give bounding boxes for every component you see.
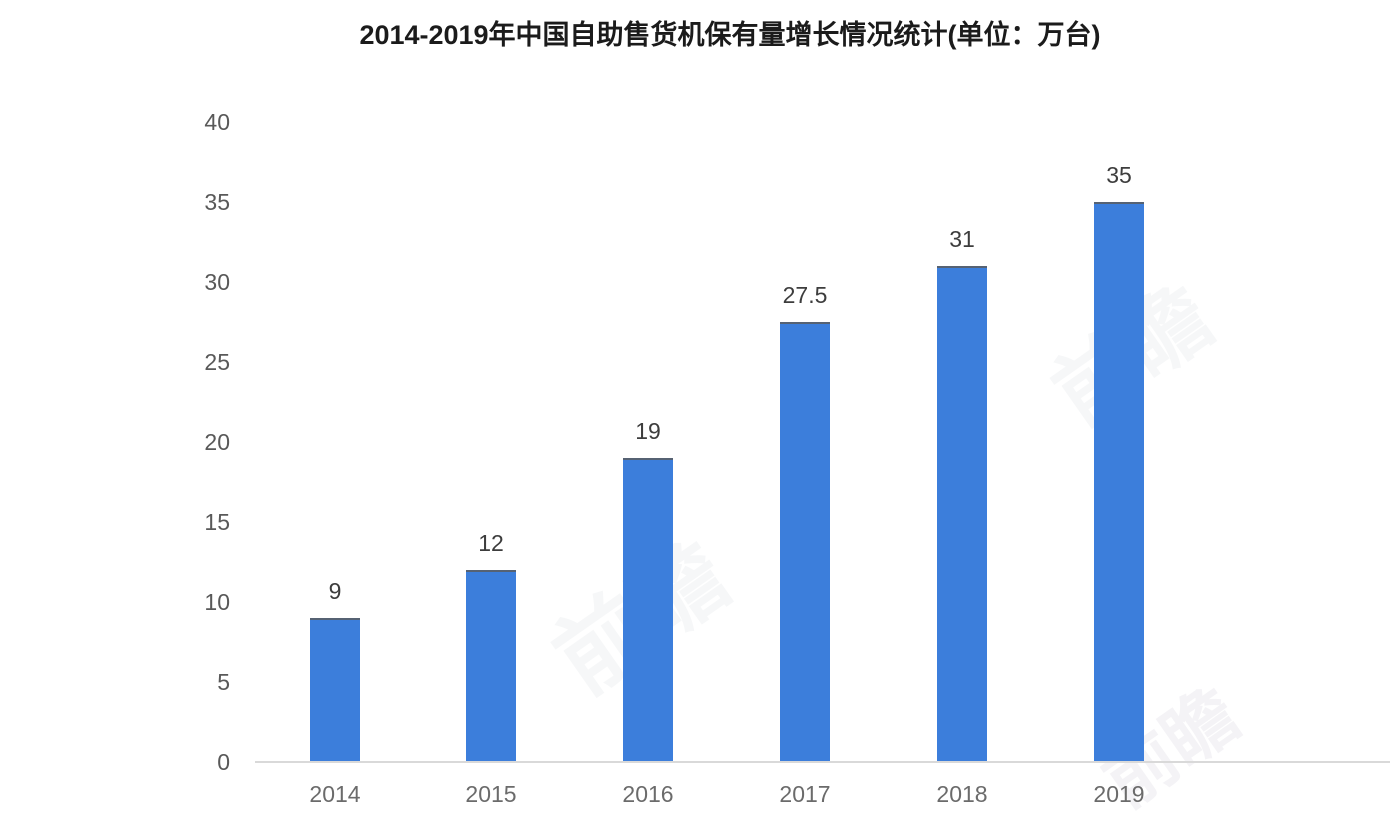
y-axis-tick-label: 30 <box>204 269 230 295</box>
y-axis-tick-label: 0 <box>217 749 230 775</box>
bar-value-label: 19 <box>635 418 661 444</box>
bar-2019 <box>1094 202 1144 762</box>
bar-value-label: 31 <box>949 226 975 252</box>
y-axis-tick-label: 20 <box>204 429 230 455</box>
y-axis-tick-label: 5 <box>217 669 230 695</box>
bar-2015 <box>466 570 516 762</box>
y-axis-tick-label: 35 <box>204 189 230 215</box>
x-axis-tick-label: 2016 <box>622 781 674 807</box>
x-axis-line <box>255 761 1390 763</box>
x-axis-tick-label: 2017 <box>779 781 831 807</box>
bar-2017 <box>780 322 830 762</box>
bar-2018 <box>937 266 987 762</box>
x-axis-tick-label: 2015 <box>465 781 517 807</box>
bar-value-label: 12 <box>478 530 504 556</box>
bar-2016 <box>623 458 673 762</box>
bar-value-label: 27.5 <box>782 282 828 308</box>
y-axis-tick-label: 15 <box>204 509 230 535</box>
y-axis-tick-label: 25 <box>204 349 230 375</box>
x-axis-tick-label: 2019 <box>1093 781 1145 807</box>
bar-2014 <box>310 618 360 762</box>
y-axis-tick-label: 10 <box>204 589 230 615</box>
bar-value-label: 9 <box>328 578 342 604</box>
y-axis-tick-label: 40 <box>204 109 230 135</box>
bar-value-label: 35 <box>1106 162 1132 188</box>
chart-title: 2014-2019年中国自助售货机保有量增长情况统计(单位：万台) <box>359 20 1101 50</box>
x-axis-tick-label: 2018 <box>936 781 988 807</box>
x-axis-tick-label: 2014 <box>309 781 361 807</box>
